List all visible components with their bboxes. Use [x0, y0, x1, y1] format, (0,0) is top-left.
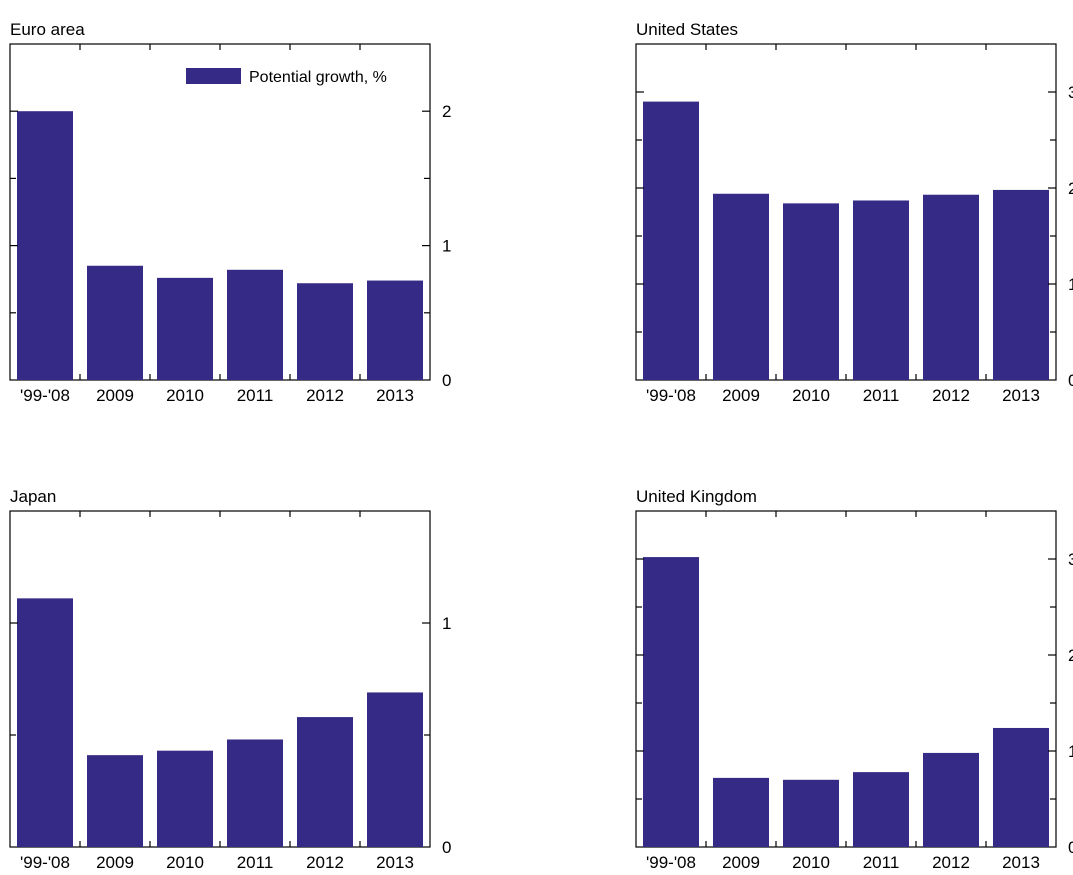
bar-1 — [713, 777, 769, 847]
y-tick-label: 3 — [1068, 550, 1073, 569]
legend: Potential growth, % — [186, 68, 387, 86]
x-tick-label: 2009 — [96, 853, 134, 872]
legend-label: Potential growth, % — [249, 69, 387, 86]
chart-panel-1: United States'99-'08 2009 2010 2011 2012 2013… — [635, 20, 1073, 405]
y-tick-label: 0 — [442, 838, 451, 857]
bar-5 — [993, 727, 1049, 847]
bar-1 — [87, 755, 143, 847]
bar-2 — [157, 277, 213, 380]
x-tick-label: 2011 — [237, 386, 274, 405]
chart-panel-2: Japan '99-'08 2009 2010 2011 2012 2013 0 1 — [9, 487, 451, 872]
chart-title: United Kingdom — [636, 487, 757, 506]
bar-3 — [853, 200, 909, 380]
x-tick-label: 2011 — [237, 853, 274, 872]
chart-panel-3: United Kingdom'99-'08 2009 2010 2011 2012 201… — [635, 487, 1073, 872]
x-tick-label: 2009 — [96, 386, 134, 405]
bar-0 — [643, 557, 699, 847]
x-tick-label: 2009 — [722, 853, 760, 872]
legend-swatch — [186, 68, 241, 84]
bar-4 — [297, 283, 353, 380]
y-tick-label: 2 — [1068, 179, 1073, 198]
x-tick-label: 2009 — [722, 386, 760, 405]
bar-4 — [923, 752, 979, 847]
bar-2 — [783, 779, 839, 847]
x-tick-label: '99-'08 — [20, 853, 70, 872]
bar-5 — [367, 280, 423, 380]
bar-4 — [923, 194, 979, 380]
x-tick-label: 2010 — [792, 853, 830, 872]
bar-5 — [367, 692, 423, 847]
chart-title: Euro area — [10, 20, 85, 39]
y-tick-label: 1 — [1068, 275, 1073, 294]
x-tick-label: 2011 — [863, 386, 900, 405]
y-tick-label: 3 — [1068, 83, 1073, 102]
y-tick-label: 1 — [1068, 742, 1073, 761]
bar-1 — [713, 193, 769, 380]
x-tick-label: 2010 — [166, 386, 204, 405]
x-tick-label: 2012 — [306, 853, 344, 872]
x-tick-label: 2013 — [1002, 853, 1040, 872]
bar-5 — [993, 189, 1049, 380]
bar-4 — [297, 717, 353, 847]
x-tick-label: 2012 — [932, 386, 970, 405]
y-tick-label: 2 — [442, 102, 451, 121]
x-tick-label: 2012 — [932, 853, 970, 872]
x-tick-label: 2013 — [1002, 386, 1040, 405]
y-tick-label: 1 — [442, 237, 451, 256]
bar-0 — [643, 101, 699, 380]
bar-3 — [853, 772, 909, 847]
x-tick-label: 2013 — [376, 386, 414, 405]
bar-0 — [17, 598, 73, 847]
x-tick-label: '99-'08 — [646, 853, 696, 872]
x-tick-label: '99-'08 — [646, 386, 696, 405]
bar-2 — [157, 750, 213, 847]
x-tick-label: 2012 — [306, 386, 344, 405]
chart-title: Japan — [10, 487, 56, 506]
x-tick-label: 2010 — [166, 853, 204, 872]
bar-3 — [227, 269, 283, 380]
y-tick-label: 0 — [442, 371, 451, 390]
x-tick-label: '99-'08 — [20, 386, 70, 405]
bar-2 — [783, 203, 839, 380]
x-tick-label: 2010 — [792, 386, 830, 405]
x-tick-label: 2013 — [376, 853, 414, 872]
x-tick-label: 2011 — [863, 853, 900, 872]
y-tick-label: 2 — [1068, 646, 1073, 665]
chart-panel-0: Euro area '99-'08 2009 2010 2011 2012 2013 0 1 2 P… — [9, 20, 451, 405]
y-tick-label: 0 — [1068, 838, 1073, 857]
bar-1 — [87, 265, 143, 380]
bar-0 — [17, 111, 73, 380]
bar-3 — [227, 739, 283, 847]
chart-title: United States — [636, 20, 738, 39]
y-tick-label: 1 — [442, 614, 451, 633]
y-tick-label: 0 — [1068, 371, 1073, 390]
